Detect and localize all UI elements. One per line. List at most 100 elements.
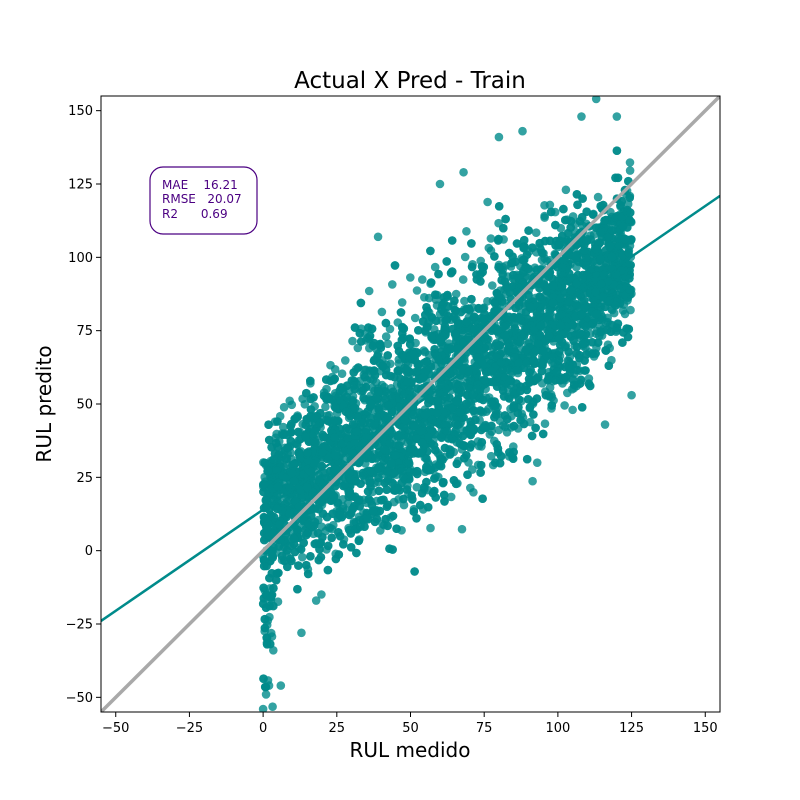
data-point — [436, 432, 446, 442]
data-point — [373, 412, 383, 422]
data-point — [416, 500, 425, 510]
data-point — [268, 529, 278, 538]
data-point — [605, 241, 615, 251]
data-point — [269, 512, 279, 522]
data-point — [537, 366, 547, 376]
data-point — [459, 381, 468, 391]
data-point — [268, 546, 277, 556]
data-point — [618, 338, 627, 347]
data-point — [455, 319, 464, 328]
data-point — [293, 584, 302, 594]
data-point — [618, 306, 628, 315]
data-point — [488, 281, 497, 290]
data-point — [383, 521, 392, 531]
data-point — [350, 403, 360, 413]
chart-title: Actual X Pred - Train — [294, 68, 526, 94]
data-point — [306, 552, 315, 561]
data-point — [580, 246, 589, 255]
data-point — [496, 451, 506, 461]
data-point — [560, 401, 569, 410]
data-point — [261, 496, 271, 505]
data-point — [358, 386, 367, 396]
data-point — [350, 384, 360, 394]
data-point — [538, 429, 548, 439]
data-point — [624, 324, 634, 334]
data-point — [381, 318, 391, 328]
data-point — [296, 545, 306, 554]
data-point — [282, 546, 292, 555]
data-point — [445, 450, 455, 459]
data-point — [531, 228, 541, 237]
data-point — [317, 590, 326, 599]
data-point — [441, 316, 450, 325]
data-point — [581, 366, 590, 375]
data-point — [296, 485, 305, 495]
data-point — [321, 402, 330, 412]
data-point — [451, 289, 461, 299]
data-point — [477, 438, 487, 447]
data-point — [529, 410, 538, 419]
data-point — [365, 331, 375, 341]
data-point — [483, 297, 492, 306]
data-point — [396, 308, 406, 317]
data-point — [360, 372, 370, 382]
data-point — [365, 418, 375, 428]
data-point — [397, 298, 407, 307]
data-point — [359, 393, 368, 403]
data-point — [383, 339, 393, 349]
data-point — [343, 434, 353, 444]
data-point — [414, 326, 423, 335]
data-point — [486, 451, 496, 461]
data-point — [348, 504, 357, 514]
data-point — [447, 236, 457, 245]
data-point — [405, 467, 415, 477]
data-point — [426, 278, 436, 287]
data-point — [322, 375, 331, 384]
data-point — [509, 387, 518, 396]
data-point — [522, 454, 532, 464]
data-point — [394, 402, 404, 412]
data-point — [458, 275, 468, 284]
data-point — [418, 275, 427, 284]
data-point — [434, 269, 443, 279]
data-point — [391, 451, 401, 460]
data-point — [616, 284, 625, 293]
data-point — [429, 441, 439, 450]
data-point — [573, 200, 582, 210]
data-point — [625, 166, 635, 175]
data-point — [540, 419, 550, 429]
data-point — [593, 192, 603, 202]
data-point — [469, 406, 479, 415]
data-point — [290, 460, 299, 469]
data-point — [413, 367, 423, 376]
data-point — [460, 453, 469, 463]
data-point — [329, 375, 338, 385]
data-point — [591, 244, 601, 254]
data-point — [399, 494, 408, 504]
data-point — [476, 460, 486, 470]
data-point — [354, 363, 363, 372]
data-point — [323, 541, 333, 551]
data-point — [512, 239, 522, 248]
data-point — [512, 365, 522, 375]
data-point — [588, 210, 598, 219]
data-point — [479, 314, 488, 324]
data-point — [412, 286, 422, 295]
data-point — [440, 497, 449, 506]
data-point — [527, 431, 537, 441]
data-point — [316, 408, 325, 418]
data-point — [341, 356, 350, 365]
data-point — [314, 504, 323, 514]
data-point — [426, 246, 435, 256]
data-point — [268, 702, 277, 711]
data-point — [371, 454, 381, 463]
data-point — [277, 551, 287, 561]
data-point — [286, 554, 295, 563]
data-point — [625, 193, 634, 202]
data-point — [400, 415, 410, 425]
data-point — [261, 603, 271, 612]
data-point — [544, 375, 554, 384]
data-point — [549, 281, 558, 291]
data-point — [435, 335, 445, 345]
data-point — [295, 451, 304, 461]
